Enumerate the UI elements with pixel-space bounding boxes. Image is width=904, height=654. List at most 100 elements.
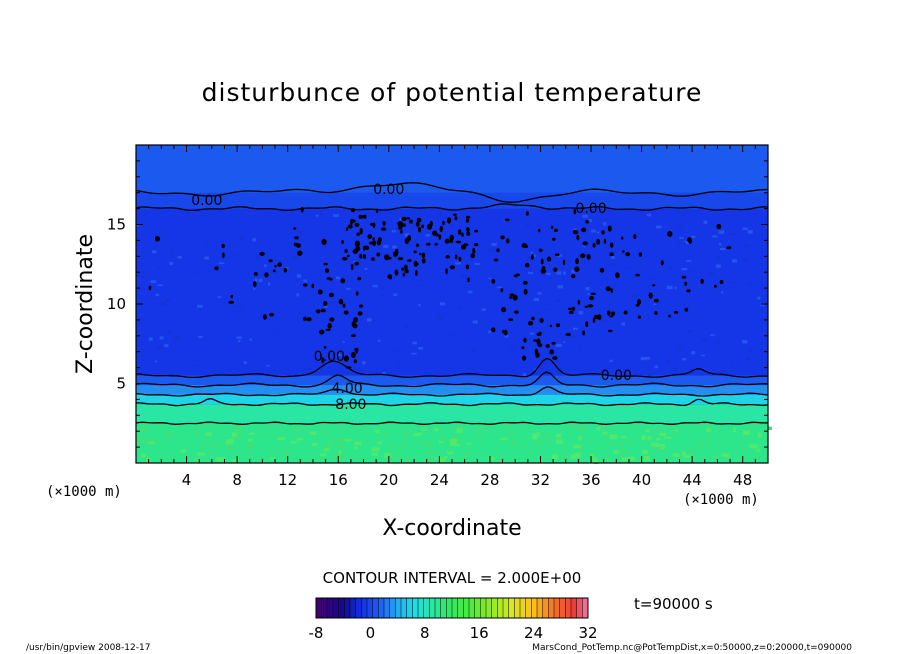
heatmap-noise-cell: [450, 441, 457, 447]
contour-cell: [609, 242, 614, 248]
contour-cell: [357, 311, 363, 316]
heatmap-noise-cell: [557, 285, 563, 289]
heatmap-noise-cell: [643, 456, 651, 461]
heatmap-noise-cell: [457, 305, 461, 309]
x-tick-label: 20: [379, 471, 398, 489]
heatmap-noise-cell: [391, 230, 397, 233]
heatmap-noise-cell: [324, 304, 328, 308]
colorbar-cell: [486, 598, 492, 618]
heatmap-noise-cell: [235, 254, 240, 257]
contour-cell: [609, 252, 614, 257]
contour-cell: [355, 348, 358, 354]
colorbar-cell: [452, 598, 458, 618]
contour-cell: [472, 247, 476, 254]
colorbar-cell: [316, 598, 322, 618]
heatmap-noise-cell: [378, 339, 381, 342]
contour-cell: [465, 215, 471, 219]
colorbar-cell: [350, 598, 356, 618]
y-tick-label: 5: [116, 375, 126, 393]
heatmap-noise-cell: [485, 273, 489, 276]
x-tick-label: 36: [581, 471, 600, 489]
heatmap-noise-cell: [691, 235, 696, 238]
heatmap-noise-cell: [508, 345, 515, 349]
heatmap-noise-cell: [604, 459, 609, 463]
heatmap-noise-cell: [656, 225, 662, 229]
heatmap-noise-cell: [519, 446, 525, 449]
heatmap-noise-cell: [748, 282, 753, 285]
contour-cell: [400, 229, 403, 234]
heatmap-noise-cell: [587, 219, 592, 222]
heatmap-noise-cell: [384, 452, 392, 458]
heatmap-noise-cell: [209, 445, 213, 448]
heatmap-noise-cell: [682, 358, 687, 361]
contour-cell: [522, 355, 527, 361]
heatmap-noise-cell: [328, 437, 336, 440]
heatmap-noise-cell: [225, 439, 233, 445]
heatmap-noise-cell: [715, 264, 721, 268]
heatmap-layer: [136, 394, 768, 405]
contour-cell: [599, 267, 605, 273]
heatmap-noise-cell: [168, 330, 173, 334]
heatmap-noise-cell: [297, 437, 303, 441]
heatmap-noise-cell: [681, 268, 688, 271]
contour-cell: [551, 341, 556, 345]
heatmap-noise-cell: [688, 448, 695, 454]
contour-cell: [296, 243, 301, 248]
colorbar-cell: [508, 598, 515, 618]
contour-cell: [625, 252, 630, 257]
heatmap-noise-cell: [510, 440, 517, 446]
contour-cell: [607, 225, 612, 232]
contour-cell: [445, 268, 448, 275]
contour-cell: [362, 254, 367, 259]
colorbar-cell: [321, 598, 328, 618]
heatmap-noise-cell: [497, 457, 502, 461]
heatmap-noise-cell: [563, 341, 566, 343]
colorbar-cell: [355, 598, 362, 618]
contour-cell: [154, 236, 160, 242]
heatmap-noise-cell: [691, 351, 696, 355]
contour-cells: [148, 206, 732, 369]
contour-label: 0.00: [601, 368, 632, 384]
heatmap-noise-cell: [324, 286, 328, 290]
colorbar-cell: [367, 598, 373, 618]
contour-cell: [684, 307, 689, 312]
heatmap-noise-cell: [742, 430, 751, 435]
colorbar-ticks: -8 0 8 16 24 32: [309, 624, 598, 642]
heatmap-noise-cell: [333, 214, 339, 217]
contour-cell: [688, 239, 692, 244]
contour-cell: [376, 239, 382, 246]
heatmap-noise-cell: [438, 458, 446, 462]
heatmap-noise-cell: [698, 255, 701, 259]
heatmap-noise-cell: [236, 336, 242, 339]
heatmap-noise-cell: [529, 267, 532, 272]
heatmap-noise-cell: [194, 455, 198, 460]
colorbar: [315, 597, 589, 619]
heatmap-noise-cell: [137, 273, 140, 277]
contour-line: [135, 371, 769, 388]
heatmap-noise-cell: [160, 304, 166, 306]
contour-cell: [466, 227, 470, 232]
heatmap-noise-cell: [439, 337, 443, 339]
heatmap-noise-cell: [672, 453, 680, 457]
heatmap-noise-cell: [165, 432, 174, 436]
heatmap-noise-cell: [205, 432, 213, 436]
heatmap-noise-cell: [631, 294, 638, 297]
heatmap-noise-cell: [756, 448, 761, 453]
contour-label: 8.00: [335, 397, 366, 413]
x-axis-title: X-coordinate: [382, 516, 521, 541]
heatmap-noise-cell: [670, 429, 675, 433]
heatmap-noise-cell: [215, 348, 218, 352]
heatmap-noise-cell: [174, 336, 180, 341]
contour-cell: [344, 249, 348, 253]
heatmap-layer: [136, 385, 768, 395]
heatmap-noise-cell: [150, 280, 157, 284]
contour-cell: [444, 238, 450, 244]
contour-cell: [535, 352, 540, 358]
x-tick-label: 44: [683, 471, 702, 489]
heatmap-noise-cell: [232, 459, 239, 463]
heatmap-noise-cell: [412, 341, 417, 345]
heatmap-noise-cell: [235, 434, 242, 440]
heatmap-noise-cell: [522, 430, 526, 433]
contour-cell: [454, 216, 458, 221]
heatmap-noise-cell: [226, 446, 233, 452]
